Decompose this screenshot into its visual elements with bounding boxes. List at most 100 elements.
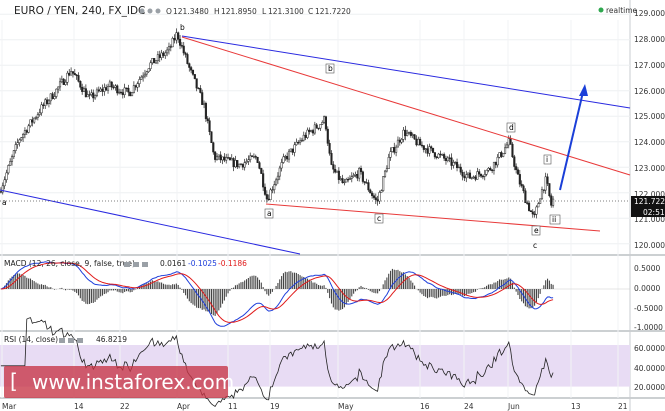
candle-body bbox=[380, 190, 383, 193]
candle-body bbox=[382, 176, 385, 191]
candle-body bbox=[354, 174, 357, 176]
candle-body bbox=[531, 211, 534, 215]
price-tick: 126.0000 bbox=[634, 87, 665, 96]
macd-toggle-icon[interactable] bbox=[133, 262, 139, 267]
candle-body bbox=[208, 120, 211, 132]
candle-body bbox=[245, 161, 248, 163]
candle-body bbox=[164, 52, 167, 56]
candle-body bbox=[485, 169, 488, 175]
candle-body bbox=[533, 213, 536, 216]
candle-body bbox=[396, 139, 400, 148]
macd-settings-icon[interactable] bbox=[124, 262, 130, 267]
candle-body bbox=[441, 154, 444, 156]
candle-body bbox=[284, 156, 287, 158]
macd-tick: 0.5000 bbox=[634, 264, 660, 273]
countdown-value: 02:51 bbox=[643, 208, 665, 217]
x-tick: Mar bbox=[2, 402, 17, 411]
candle-body bbox=[95, 89, 99, 96]
macd-label: MACD (12, 26, close, 9, false, true) bbox=[4, 259, 135, 268]
candle-body bbox=[123, 87, 126, 95]
candle-body bbox=[496, 156, 499, 166]
candle-body bbox=[278, 167, 281, 177]
candle-body bbox=[169, 46, 172, 48]
low-label: L bbox=[262, 7, 267, 16]
rsi-value: 46.8219 bbox=[96, 335, 127, 344]
candle-body bbox=[33, 117, 36, 123]
candle-body bbox=[393, 147, 396, 153]
price-tick: 124.0000 bbox=[634, 138, 665, 147]
candle-body bbox=[103, 87, 106, 92]
candle-body bbox=[402, 129, 405, 140]
candle-body bbox=[228, 157, 231, 161]
candle-body bbox=[446, 157, 449, 161]
candle-body bbox=[437, 153, 440, 158]
upper-wedge-line bbox=[181, 36, 631, 176]
candle-body bbox=[243, 162, 246, 168]
candle-body bbox=[129, 91, 132, 97]
candle-body bbox=[468, 172, 472, 179]
candle-body bbox=[125, 87, 128, 89]
candle-body bbox=[263, 186, 267, 195]
candle-body bbox=[25, 130, 28, 133]
candle-body bbox=[140, 76, 143, 80]
open-label: O bbox=[166, 7, 172, 16]
candle-body bbox=[79, 81, 82, 88]
candle-body bbox=[439, 153, 442, 156]
candle-body bbox=[529, 210, 532, 212]
candle-body bbox=[238, 163, 241, 168]
candle-body bbox=[286, 156, 289, 160]
candle-body bbox=[369, 189, 372, 194]
candle-body bbox=[234, 160, 237, 168]
candle-body bbox=[97, 89, 100, 92]
candle-body bbox=[206, 118, 209, 121]
candle-body bbox=[44, 99, 47, 106]
wave-box bbox=[543, 154, 552, 165]
x-tick: Jun bbox=[507, 402, 520, 411]
candle-body bbox=[27, 125, 30, 133]
candle-body bbox=[310, 130, 313, 132]
close-value: 121.7220 bbox=[315, 7, 351, 16]
candle-body bbox=[383, 170, 387, 177]
candle-body bbox=[374, 197, 377, 200]
rsi-more-icon[interactable] bbox=[77, 338, 83, 343]
candle-body bbox=[62, 78, 65, 85]
candle-body bbox=[204, 102, 207, 119]
price-tick: 121.0000 bbox=[634, 215, 665, 224]
candle-body bbox=[136, 83, 139, 88]
lower-wedge-line bbox=[265, 203, 601, 232]
candle-body bbox=[293, 144, 296, 153]
candle-body bbox=[424, 148, 427, 150]
candle-body bbox=[162, 52, 165, 56]
candle-body bbox=[143, 73, 147, 77]
candle-body bbox=[395, 146, 398, 153]
candle-body bbox=[66, 72, 69, 83]
candle-body bbox=[130, 92, 134, 97]
candle-body bbox=[175, 32, 178, 41]
candle-body bbox=[64, 81, 67, 85]
candle-body bbox=[112, 86, 115, 89]
indicators bbox=[0, 261, 630, 407]
candle-body bbox=[328, 143, 331, 154]
rsi-toggle-icon[interactable] bbox=[68, 338, 74, 343]
last-price-badge bbox=[631, 196, 665, 207]
macd-more-icon[interactable] bbox=[142, 262, 148, 267]
wave-box bbox=[325, 63, 335, 74]
candle-body bbox=[149, 62, 152, 70]
candle-body bbox=[326, 128, 329, 144]
status-dot-icon bbox=[139, 8, 145, 14]
candle-body bbox=[180, 45, 183, 47]
candle-body bbox=[289, 148, 292, 152]
candle-body bbox=[311, 130, 315, 134]
candle-body bbox=[356, 174, 359, 179]
candle-body bbox=[474, 176, 477, 180]
candle-body bbox=[282, 156, 285, 163]
open-value: 121.3480 bbox=[173, 7, 209, 16]
candle-body bbox=[452, 162, 455, 166]
watermark-text: www.instaforex.com bbox=[32, 370, 234, 394]
candle-body bbox=[68, 72, 71, 76]
candle-body bbox=[291, 148, 294, 153]
candle-body bbox=[179, 38, 182, 46]
candle-body bbox=[147, 68, 150, 73]
rsi-settings-icon[interactable] bbox=[59, 338, 65, 343]
